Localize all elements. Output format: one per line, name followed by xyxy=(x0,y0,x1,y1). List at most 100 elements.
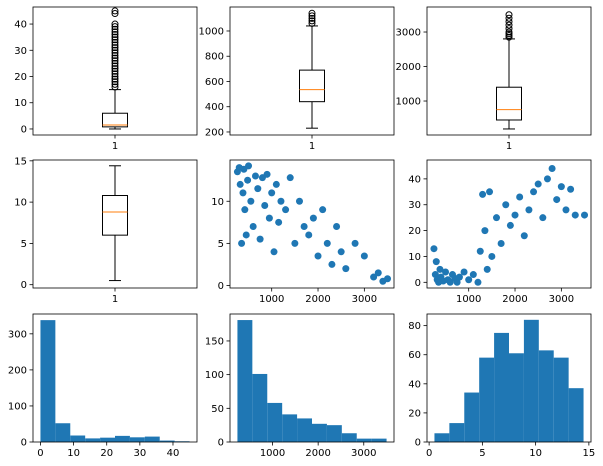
point xyxy=(557,183,565,191)
y-tick-label: 40 xyxy=(408,379,421,390)
bar xyxy=(494,332,509,442)
point xyxy=(242,231,250,239)
bar xyxy=(509,353,524,442)
outlier xyxy=(111,65,119,73)
axes-frame xyxy=(229,6,395,136)
bar xyxy=(356,438,372,442)
point xyxy=(571,211,579,219)
point xyxy=(241,206,249,214)
y-tick-label: 3000 xyxy=(396,28,421,39)
point xyxy=(351,239,359,247)
outlier xyxy=(111,59,119,67)
point xyxy=(261,201,269,209)
point xyxy=(553,196,561,204)
point xyxy=(272,180,280,188)
y-tick-label: 1000 xyxy=(396,97,421,108)
outlier xyxy=(308,12,316,20)
x-tick-label: 1 xyxy=(112,294,118,305)
bar xyxy=(538,350,554,442)
y-tick-label: 0 xyxy=(21,438,27,449)
x-tick-label: 2000 xyxy=(305,448,330,459)
outlier xyxy=(111,38,119,46)
point xyxy=(282,206,290,214)
point xyxy=(238,239,246,247)
x-tick-label: 0 xyxy=(37,448,43,459)
y-tick-label: 15 xyxy=(14,156,27,167)
bar xyxy=(40,320,56,442)
subplot: 0 10 20 30 40 1 xyxy=(14,6,198,152)
y-tick-label: 60 xyxy=(408,350,421,361)
point xyxy=(488,252,496,260)
point xyxy=(539,214,547,222)
outlier xyxy=(111,57,119,65)
x-tick-label: 1000 xyxy=(456,294,481,305)
axes-frame xyxy=(229,159,395,289)
y-tick-label: 0 xyxy=(415,278,421,289)
bar xyxy=(523,319,539,442)
x-tick-label: 10 xyxy=(529,448,542,459)
y-tick-label: 300 xyxy=(8,329,27,340)
bar xyxy=(326,425,342,442)
outlier xyxy=(111,10,119,18)
y-tick-label: 20 xyxy=(408,226,421,237)
point xyxy=(333,223,341,231)
y-tick-label: 50 xyxy=(211,404,224,415)
bar xyxy=(70,435,86,442)
point xyxy=(249,223,257,231)
y-tick-label: 30 xyxy=(408,200,421,211)
point xyxy=(492,214,500,222)
bar xyxy=(341,433,357,442)
point xyxy=(483,265,491,273)
outlier xyxy=(111,46,119,54)
point xyxy=(295,197,303,205)
point xyxy=(430,245,438,253)
y-tick-label: 200 xyxy=(8,365,27,376)
point xyxy=(342,265,350,273)
point xyxy=(277,197,285,205)
point xyxy=(275,218,283,226)
y-tick-label: 10 xyxy=(211,197,224,208)
point xyxy=(476,247,484,255)
point xyxy=(309,214,317,222)
outlier xyxy=(308,9,316,17)
bar xyxy=(479,357,495,442)
box xyxy=(299,69,325,103)
subplot: 0 100 200 300 0 10 20 30 40 xyxy=(8,313,198,459)
point xyxy=(530,188,538,196)
point xyxy=(469,271,477,279)
point xyxy=(286,174,294,182)
y-tick-label: 0 xyxy=(218,281,224,292)
x-tick-label: 40 xyxy=(167,448,180,459)
outlier xyxy=(308,19,316,27)
point xyxy=(465,276,473,284)
point xyxy=(525,206,533,214)
box xyxy=(102,112,128,128)
outlier xyxy=(111,31,119,39)
subplot: 200 400 600 800 1000 1 xyxy=(199,6,395,152)
y-tick-label: 0 xyxy=(21,280,27,291)
outlier xyxy=(111,62,119,70)
point xyxy=(256,235,264,243)
point xyxy=(432,258,440,266)
point xyxy=(300,223,308,231)
outlier xyxy=(111,20,119,28)
x-tick-label: 30 xyxy=(133,448,146,459)
x-tick-label: 2000 xyxy=(502,294,527,305)
outlier xyxy=(505,14,513,22)
bar xyxy=(449,423,465,442)
point xyxy=(548,165,556,173)
y-tick-label: 40 xyxy=(14,20,27,31)
point xyxy=(328,260,336,268)
axes-frame xyxy=(32,313,198,443)
axes-frame xyxy=(426,313,592,443)
bar xyxy=(568,388,584,442)
y-tick-label: 30 xyxy=(14,46,27,57)
point xyxy=(247,197,255,205)
bar xyxy=(55,423,71,442)
x-tick-label: 10 xyxy=(67,448,80,459)
outlier xyxy=(111,75,119,83)
axes-frame xyxy=(229,313,395,443)
point xyxy=(360,252,368,260)
point xyxy=(244,176,252,184)
